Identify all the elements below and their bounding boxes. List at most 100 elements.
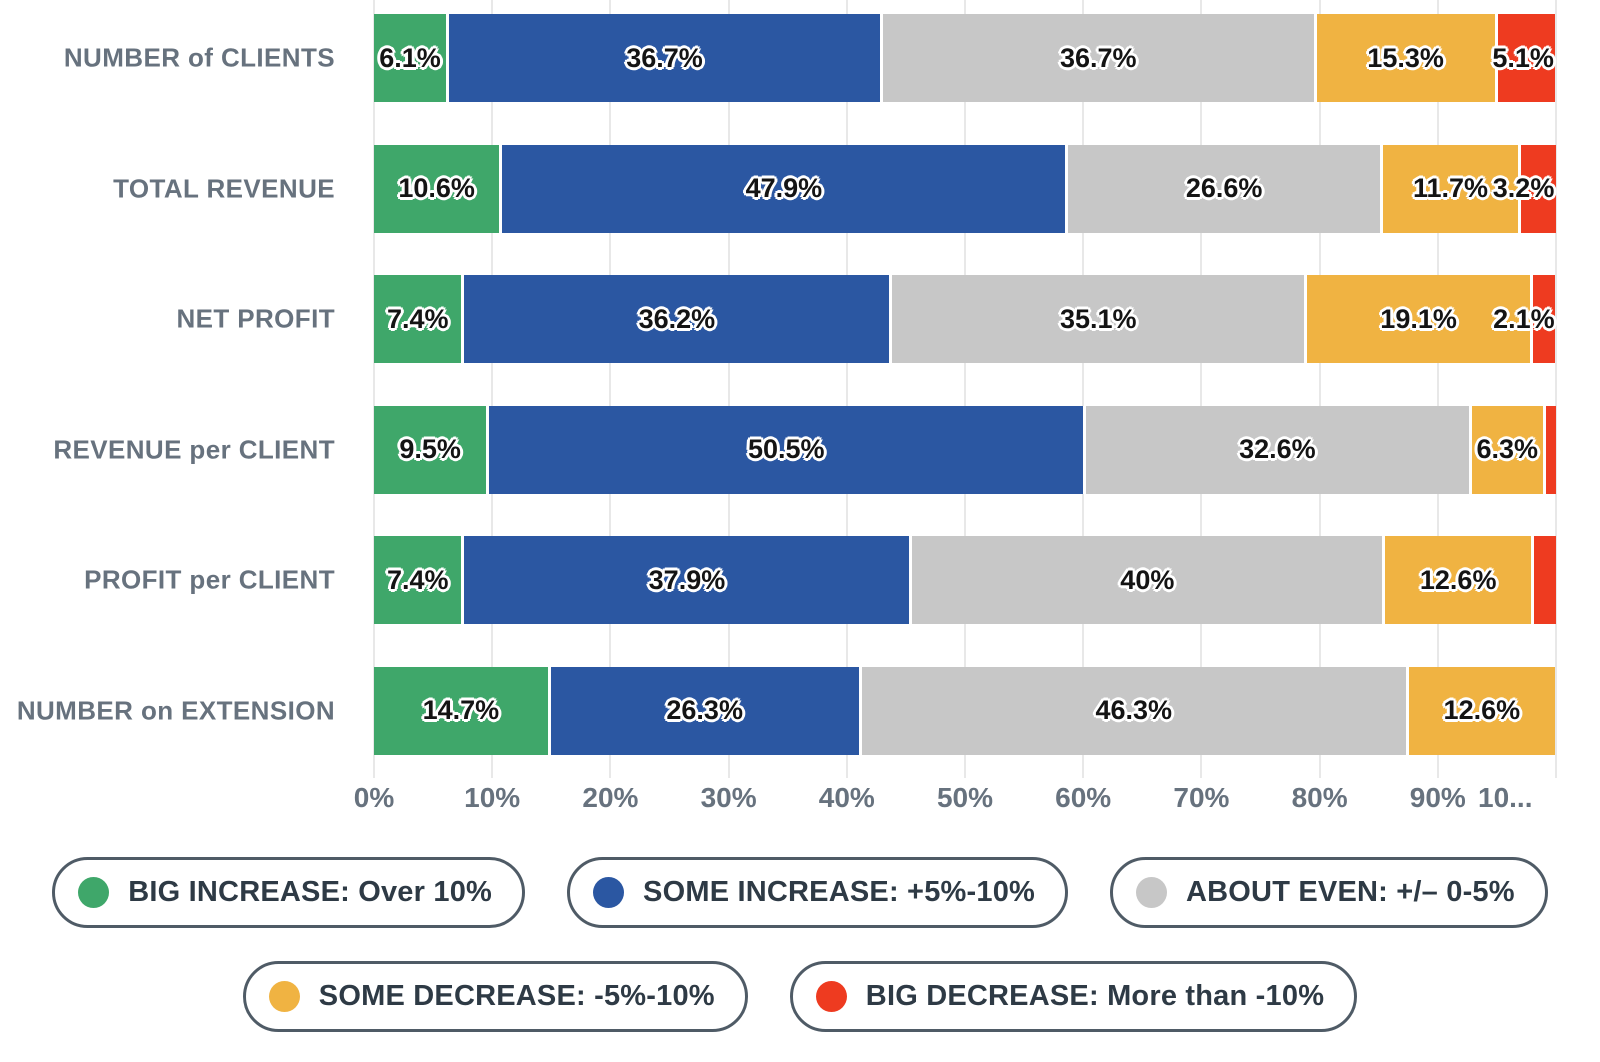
- segment-value-label: 37.9%: [648, 564, 726, 595]
- bar-segment[interactable]: [1531, 536, 1556, 624]
- x-tick-label: 0%: [353, 782, 395, 813]
- legend-item-label: ABOUT EVEN: +/– 0-5%: [1186, 876, 1515, 908]
- bar-segment[interactable]: 36.7%: [879, 14, 1314, 102]
- row-label: NUMBER of CLIENTS: [63, 42, 335, 73]
- legend-item-label: BIG DECREASE: More than -10%: [865, 980, 1325, 1012]
- segment-value-label: 26.3%: [666, 695, 743, 725]
- legend-item[interactable]: BIG DECREASE: More than -10%: [789, 961, 1358, 1032]
- x-tick-label: 10%: [464, 782, 521, 813]
- segment-value-label: 11.7%: [1412, 173, 1489, 203]
- segment-value-label: 7.4%: [386, 564, 449, 595]
- x-tick-label: 40%: [818, 782, 875, 813]
- segment-value-label: 6.3%: [1476, 434, 1539, 464]
- gridline: [1200, 0, 1203, 778]
- segment-value-label: 12.6%: [1443, 695, 1521, 725]
- bar-segment[interactable]: 37.9%: [461, 536, 910, 624]
- bar-segment[interactable]: 15.3%: [1313, 14, 1495, 102]
- legend-item-label: BIG INCREASE: Over 10%: [128, 876, 493, 908]
- bar-segment[interactable]: 26.3%: [547, 666, 859, 755]
- row-label: NUMBER on EXTENSION: [16, 695, 335, 725]
- bar-segment[interactable]: 14.7%: [374, 666, 548, 755]
- segment-value-label: 15.3%: [1367, 42, 1444, 73]
- gridline: [609, 0, 612, 778]
- bar-segment[interactable]: [1542, 405, 1556, 494]
- legend-color-dot: [1136, 877, 1168, 908]
- bar-segment[interactable]: 10.6%: [374, 144, 500, 233]
- segment-value-label: 50.5%: [747, 434, 825, 464]
- legend-item-label: SOME INCREASE: +5%-10%: [643, 876, 1036, 908]
- bar-row: 9.5% 50.5% 32.6% 6.3%: [374, 405, 1556, 494]
- bar-row: 14.7% 26.3% 46.3% 12.6%: [374, 666, 1555, 755]
- bar-segment[interactable]: 50.5%: [486, 405, 1084, 494]
- segment-value-label: 36.2%: [638, 303, 716, 334]
- x-tick-label: 20%: [582, 782, 639, 813]
- segment-value-label: 46.3%: [1095, 695, 1173, 725]
- x-tick-label: 30%: [700, 782, 757, 813]
- x-tick-label: 80%: [1291, 782, 1348, 813]
- bar-segment[interactable]: 3.2%: [1493, 144, 1556, 233]
- legend-color-dot: [815, 981, 847, 1012]
- bar-segment[interactable]: 2.1%: [1493, 275, 1555, 363]
- row-label: PROFIT per CLIENT: [84, 564, 335, 595]
- bar-segment[interactable]: 6.1%: [374, 14, 447, 102]
- segment-value-label: 47.9%: [745, 173, 823, 203]
- legend-item[interactable]: BIG INCREASE: Over 10%: [52, 857, 526, 928]
- segment-value-label: 26.6%: [1185, 173, 1263, 203]
- legend-item[interactable]: ABOUT EVEN: +/– 0-5%: [1110, 857, 1548, 928]
- bar-segment[interactable]: 36.7%: [446, 14, 880, 102]
- segment-value-label: 9.5%: [399, 434, 461, 464]
- segment-value-label: 35.1%: [1059, 303, 1137, 334]
- bar-segment[interactable]: 5.1%: [1492, 14, 1555, 102]
- segment-value-label: 12.6%: [1419, 564, 1497, 595]
- segment-value-label: 10.6%: [398, 173, 475, 203]
- bar-segment[interactable]: 40%: [909, 536, 1383, 624]
- bar-segment[interactable]: 26.6%: [1065, 144, 1380, 233]
- gridline: [727, 0, 730, 778]
- bar-segment[interactable]: 9.5%: [374, 405, 487, 494]
- gridline: [1318, 0, 1321, 778]
- x-tick-label: 90%: [1409, 782, 1466, 813]
- x-tick-label: 50%: [936, 782, 994, 813]
- bar-segment[interactable]: 12.6%: [1382, 536, 1532, 624]
- legend-item[interactable]: SOME DECREASE: -5%-10%: [242, 961, 748, 1032]
- legend-color-dot: [268, 981, 300, 1012]
- row-label: TOTAL REVENUE: [113, 173, 335, 203]
- bar-segment[interactable]: 6.3%: [1468, 405, 1543, 494]
- bar-row: 6.1% 36.7% 36.7% 15.3% 5.1%: [374, 14, 1555, 102]
- segment-value-label: 36.7%: [626, 42, 703, 73]
- gridline: [964, 0, 966, 778]
- segment-value-label: 5.1%: [1492, 42, 1554, 73]
- segment-value-label: 14.7%: [422, 695, 500, 725]
- bar-segment[interactable]: 11.7%: [1379, 144, 1519, 233]
- row-label: REVENUE per CLIENT: [53, 434, 335, 464]
- segment-value-label: 32.6%: [1239, 434, 1316, 464]
- segment-value-label: 3.2%: [1492, 173, 1555, 203]
- segment-value-label: 40%: [1120, 564, 1175, 595]
- x-tick-label: 60%: [1055, 782, 1112, 813]
- legend-color-dot: [78, 877, 110, 908]
- bar-row: 10.6% 47.9% 26.6% 11.7% 3.2%: [374, 144, 1556, 233]
- bar-segment[interactable]: 36.2%: [461, 275, 890, 363]
- bar-segment[interactable]: 35.1%: [889, 275, 1305, 363]
- bar-segment[interactable]: 47.9%: [499, 144, 1066, 233]
- gridline: [1082, 0, 1085, 778]
- segment-value-label: 36.7%: [1059, 42, 1137, 73]
- legend-row-2: SOME DECREASE: -5%-10% BIG DECREASE: More…: [0, 961, 1600, 1032]
- bar-segment[interactable]: 7.4%: [374, 275, 462, 363]
- segment-value-label: 6.1%: [379, 42, 441, 73]
- legend-row-1: BIG INCREASE: Over 10% SOME INCREASE: +5%…: [0, 857, 1600, 928]
- bar-segment[interactable]: 12.6%: [1405, 666, 1555, 755]
- gridline: [373, 0, 375, 778]
- bar-segment[interactable]: 19.1%: [1304, 275, 1530, 363]
- gridline: [491, 0, 494, 778]
- bar-segment[interactable]: 32.6%: [1083, 405, 1469, 494]
- segment-value-label: 7.4%: [386, 303, 449, 334]
- segment-value-label: 19.1%: [1380, 303, 1457, 334]
- bar-segment[interactable]: 46.3%: [858, 666, 1406, 755]
- legend-color-dot: [593, 877, 625, 908]
- legend-item-label: SOME DECREASE: -5%-10%: [318, 980, 715, 1012]
- bar-segment[interactable]: 7.4%: [374, 536, 462, 624]
- legend-item[interactable]: SOME INCREASE: +5%-10%: [567, 857, 1069, 928]
